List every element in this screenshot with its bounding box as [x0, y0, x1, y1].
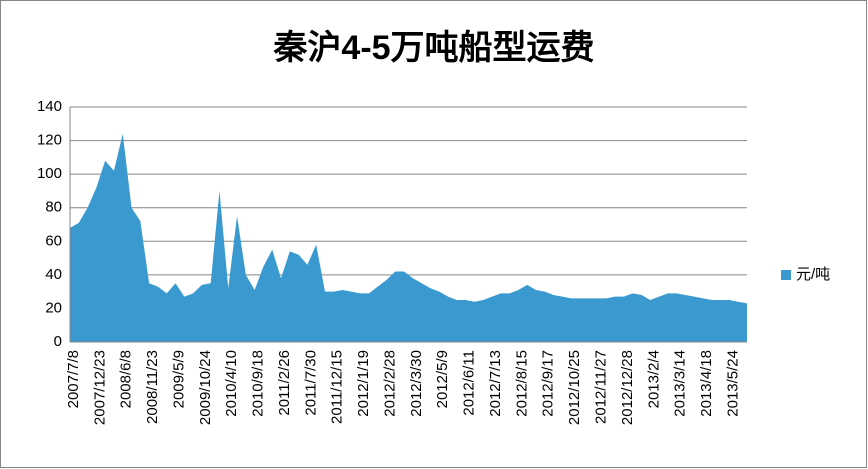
- x-tick-label: 2008/11/23: [144, 350, 161, 424]
- x-tick-label: 2013/3/14: [672, 350, 689, 417]
- x-tick-label: 2009/5/9: [170, 350, 187, 408]
- x-tick-label: 2008/6/8: [118, 350, 135, 408]
- x-tick-label: 2011/2/26: [276, 350, 293, 416]
- y-tick-label: 0: [54, 333, 62, 350]
- x-tick-label: 2012/11/27: [593, 350, 610, 424]
- y-tick-label: 40: [45, 266, 62, 283]
- x-tick-label: 2007/12/23: [91, 350, 108, 425]
- x-tick-label: 2013/5/24: [724, 350, 741, 417]
- legend-swatch: [781, 270, 791, 280]
- y-tick-label: 120: [37, 132, 62, 149]
- y-tick-label: 80: [45, 199, 62, 216]
- x-tick-label: 2012/5/9: [434, 350, 451, 408]
- y-tick-label: 20: [45, 299, 62, 316]
- y-tick-label: 100: [37, 165, 62, 182]
- x-tick-label: 2012/10/25: [566, 350, 583, 425]
- x-tick-label: 2012/2/28: [381, 350, 398, 417]
- x-tick-label: 2010/4/10: [223, 350, 240, 417]
- y-tick-label: 140: [37, 98, 62, 115]
- x-tick-label: 2013/4/18: [698, 350, 715, 417]
- x-tick-label: 2012/12/28: [619, 350, 636, 425]
- x-tick-label: 2007/7/8: [65, 350, 82, 408]
- x-tick-label: 2012/6/11: [461, 350, 478, 416]
- x-tick-label: 2011/12/15: [329, 350, 346, 424]
- x-tick-label: 2012/8/15: [513, 350, 530, 417]
- x-tick-label: 2012/3/30: [408, 350, 425, 417]
- area: [70, 133, 747, 342]
- x-tick-label: 2013/2/4: [645, 350, 662, 408]
- x-tick-label: 2012/1/19: [355, 350, 372, 417]
- x-tick-label: 2009/10/24: [197, 350, 214, 425]
- y-tick-label: 60: [45, 232, 62, 249]
- x-tick-label: 2012/9/17: [540, 350, 557, 417]
- legend-label: 元/吨: [796, 266, 830, 283]
- chart-title: 秦沪4-5万吨船型运费: [272, 29, 594, 67]
- x-tick-label: 2010/9/18: [250, 350, 267, 417]
- x-tick-label: 2011/7/30: [302, 350, 319, 416]
- x-tick-label: 2012/7/13: [487, 350, 504, 417]
